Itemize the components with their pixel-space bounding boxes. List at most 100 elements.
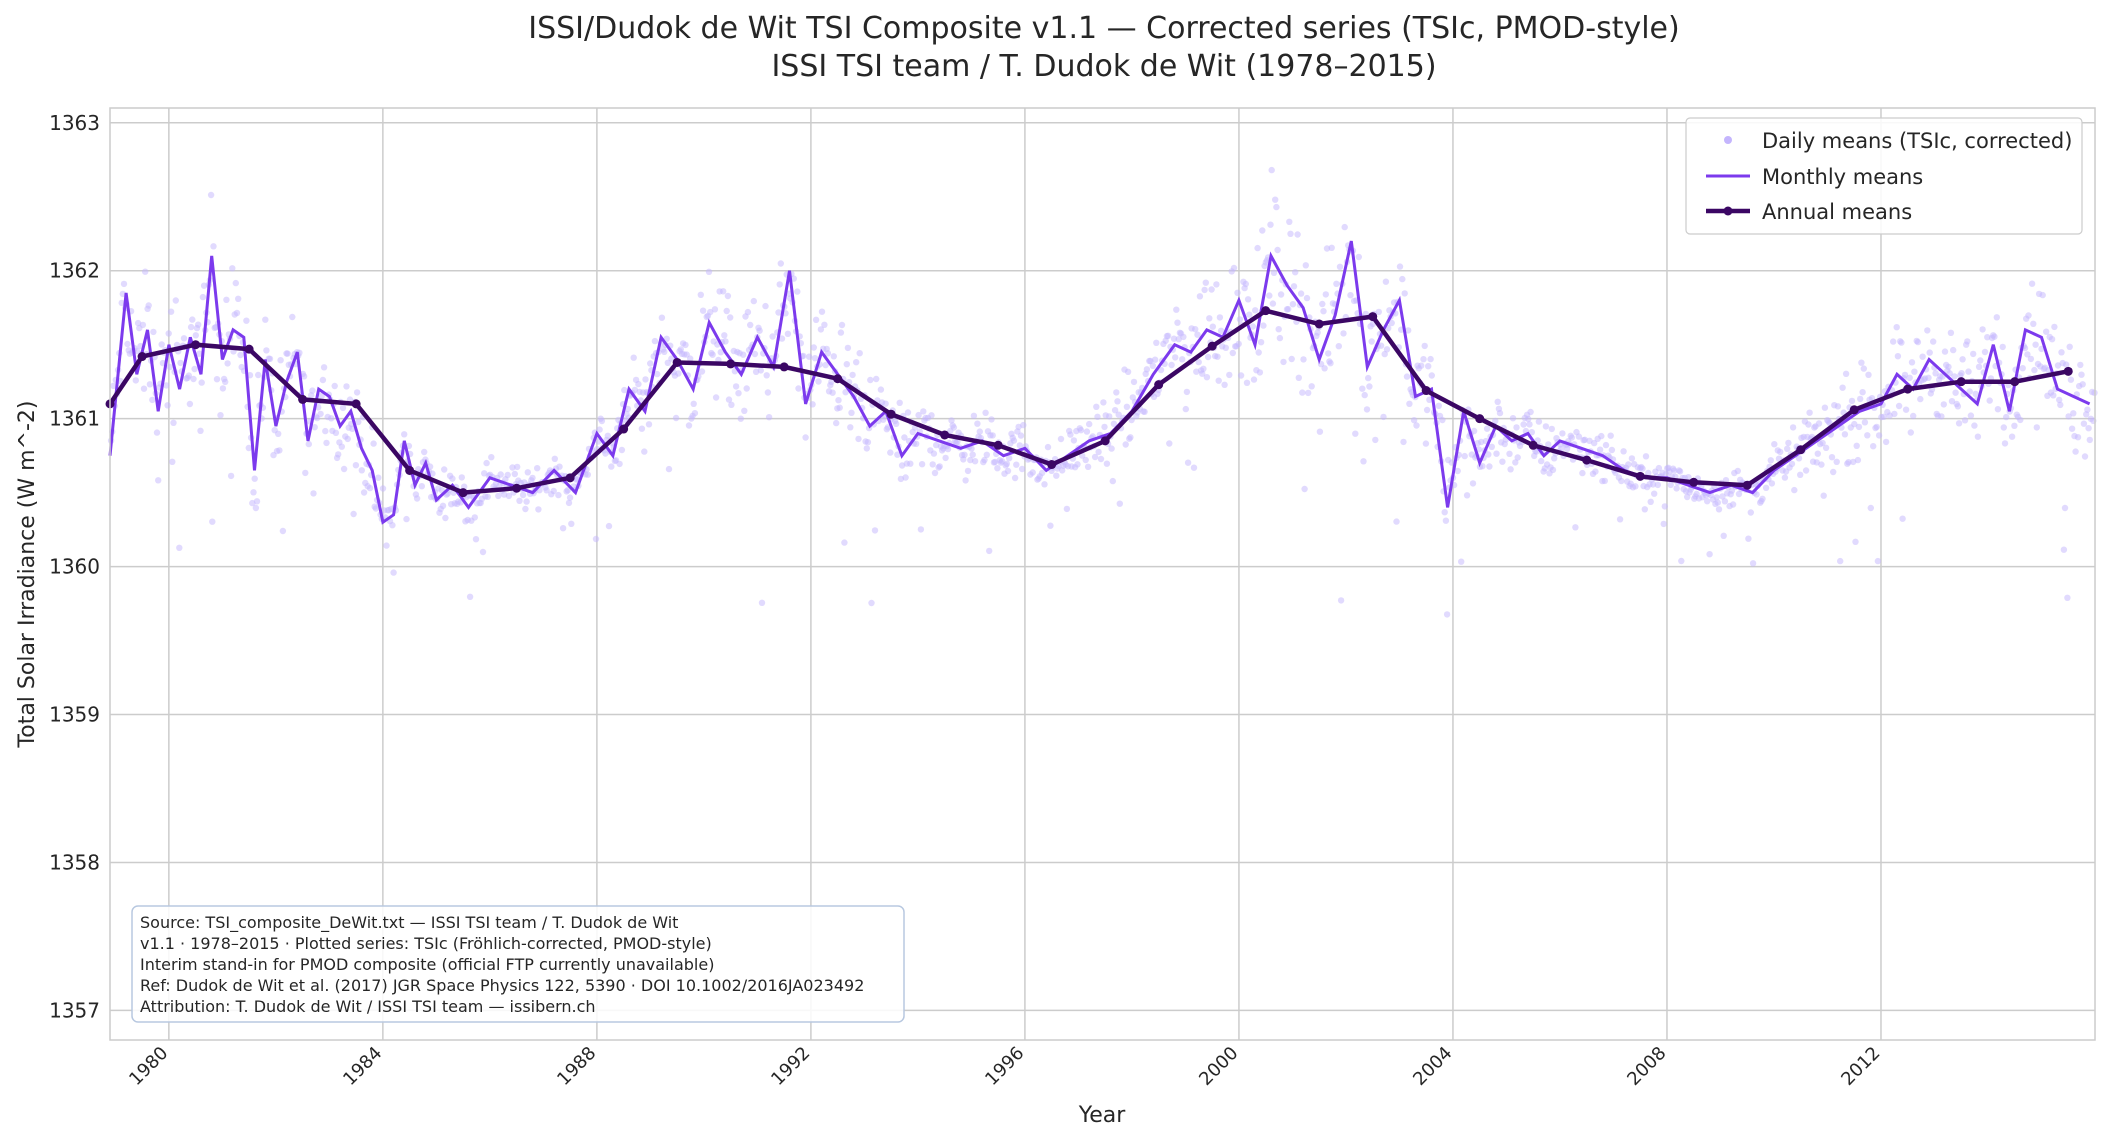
daily-point (1895, 402, 1903, 410)
daily-point (1851, 420, 1858, 428)
daily-point (1365, 374, 1372, 382)
daily-point (1945, 363, 1952, 371)
daily-point (618, 446, 626, 454)
daily-point (1926, 349, 1933, 356)
annual-point (619, 424, 629, 434)
daily-point (1494, 398, 1501, 405)
y-tick-label: 1362 (49, 259, 100, 283)
daily-point (1946, 370, 1953, 377)
daily-point (1596, 446, 1604, 453)
daily-point (2027, 355, 2035, 363)
daily-point (519, 491, 527, 499)
daily-point (1932, 370, 1939, 377)
daily-point (907, 460, 914, 467)
daily-point (1143, 366, 1151, 373)
daily-point (343, 383, 350, 390)
x-axis-label: Year (1078, 1103, 1127, 1128)
daily-point (1496, 409, 1504, 417)
daily-point (1252, 307, 1259, 314)
daily-point (1559, 430, 1566, 437)
daily-point (163, 382, 170, 389)
daily-point (169, 458, 176, 465)
daily-point (2077, 361, 2084, 369)
daily-point (2084, 406, 2091, 413)
daily-point (1568, 434, 1576, 441)
daily-point (1548, 425, 1556, 433)
daily-point (1196, 293, 1204, 300)
daily-point (829, 389, 836, 396)
annual-point (458, 488, 468, 498)
daily-point (250, 489, 257, 496)
daily-point (170, 419, 177, 426)
daily-point (1647, 498, 1654, 505)
daily-point (198, 379, 205, 386)
daily-point (1513, 424, 1520, 431)
daily-point (1959, 356, 1966, 363)
daily-point (1882, 438, 1890, 446)
daily-point (1538, 457, 1545, 465)
daily-point (1347, 292, 1354, 299)
chart-subtitle: ISSI TSI team / T. Dudok de Wit (1978–20… (771, 49, 1436, 84)
daily-point (638, 425, 646, 432)
daily-point (1607, 432, 1614, 439)
daily-point (1204, 353, 1212, 361)
daily-point (2081, 453, 2089, 460)
daily-point (1381, 350, 1388, 358)
annual-point (1582, 455, 1592, 465)
daily-point (1938, 413, 1945, 420)
daily-point (1377, 342, 1385, 349)
daily-point (132, 377, 139, 384)
daily-point (192, 332, 199, 339)
daily-point (466, 593, 474, 600)
daily-point (843, 361, 850, 368)
daily-point (534, 465, 541, 472)
daily-point (1108, 445, 1115, 452)
daily-point (685, 422, 693, 429)
daily-point (1545, 441, 1552, 448)
daily-point (2086, 436, 2093, 444)
daily-point (1399, 275, 1406, 283)
daily-point (968, 445, 975, 452)
annual-point (833, 374, 843, 384)
daily-point (1113, 389, 1120, 396)
daily-point (1715, 506, 1723, 513)
daily-point (705, 268, 713, 275)
source-line-1: Source: TSI_composite_DeWit.txt — ISSI T… (140, 913, 678, 933)
daily-point (604, 432, 611, 439)
daily-point (243, 317, 250, 324)
annual-point (565, 473, 575, 483)
daily-point (289, 313, 296, 321)
daily-point (901, 434, 908, 441)
daily-point (764, 389, 772, 396)
daily-point (1820, 492, 1827, 499)
daily-point (1979, 326, 1986, 333)
daily-point (763, 372, 770, 379)
daily-point (568, 520, 575, 527)
daily-point (1608, 446, 1616, 454)
daily-point (2063, 361, 2070, 368)
daily-point (1250, 376, 1258, 383)
daily-point (1168, 361, 1175, 369)
daily-point (1908, 359, 1916, 366)
annual-point (726, 359, 736, 369)
daily-point (795, 385, 802, 392)
daily-point (1958, 370, 1965, 377)
daily-point (279, 527, 287, 535)
daily-point (1123, 403, 1131, 410)
daily-point (1781, 474, 1789, 481)
daily-point (1463, 492, 1471, 499)
daily-point (1789, 424, 1797, 431)
daily-point (2048, 336, 2056, 343)
daily-point (1952, 389, 1959, 396)
daily-point (1941, 348, 1949, 355)
daily-point (1063, 505, 1071, 513)
daily-point (1083, 428, 1091, 435)
daily-point (2017, 416, 2024, 424)
daily-point (1366, 383, 1373, 390)
daily-point (1470, 427, 1478, 435)
daily-point (1319, 300, 1326, 308)
daily-point (800, 352, 807, 360)
daily-point (762, 302, 769, 310)
daily-point (199, 293, 207, 301)
daily-point (707, 308, 714, 316)
